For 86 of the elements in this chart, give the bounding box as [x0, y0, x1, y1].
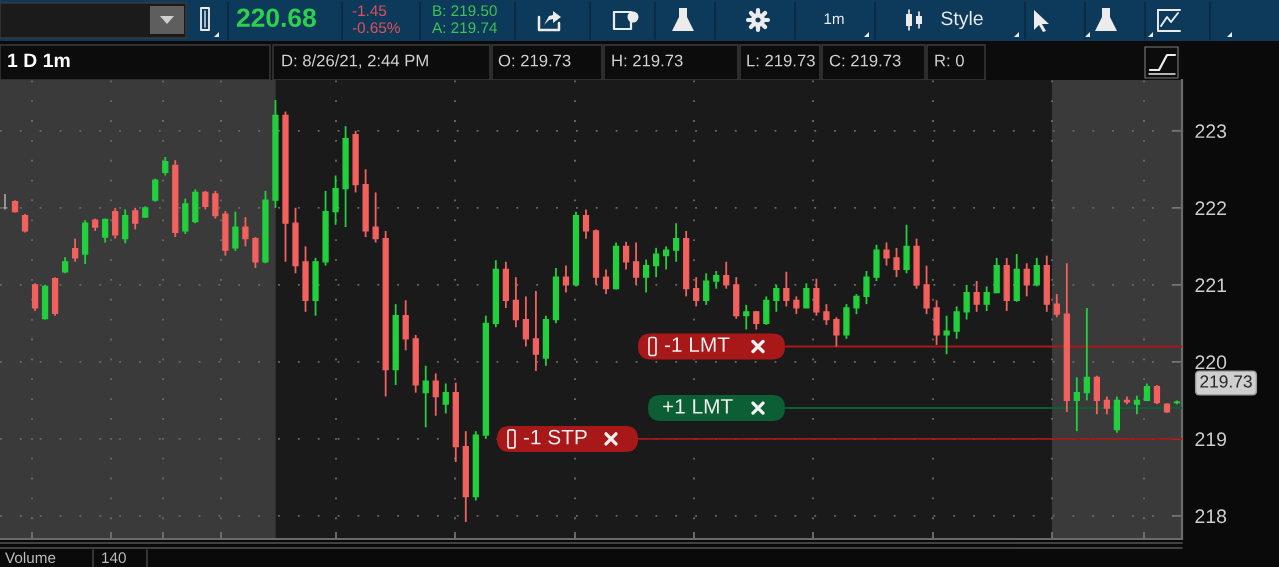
- candlestick: [632, 241, 640, 286]
- candlestick: [232, 210, 239, 252]
- candlestick: [562, 264, 570, 294]
- candlestick: [71, 237, 79, 263]
- candlestick: [773, 283, 780, 313]
- ref-line-label: -1 STP: [523, 429, 587, 445]
- candlestick: [532, 290, 540, 373]
- text: 219.73: [1200, 375, 1252, 388]
- candlestick: [422, 364, 429, 429]
- candlestick: [1093, 374, 1100, 416]
- candlestick: [442, 382, 449, 415]
- candlestick: [693, 276, 700, 308]
- text: R: 0: [935, 54, 964, 67]
- candlestick: [1053, 293, 1060, 319]
- candlestick: [582, 208, 590, 240]
- y-tick-label: 219: [1195, 432, 1227, 447]
- candlestick: [803, 282, 810, 309]
- candlestick: [703, 272, 710, 306]
- candlestick: [1153, 384, 1161, 406]
- candlestick: [402, 299, 409, 352]
- candlestick: [31, 282, 39, 312]
- candlestick: [602, 268, 610, 296]
- y-tick-label: 218: [1195, 509, 1227, 524]
- candlestick: [522, 295, 530, 348]
- text: L: 219.73: [747, 54, 815, 67]
- candlestick: [212, 189, 219, 220]
- candlestick: [723, 260, 730, 290]
- candlestick: [132, 206, 139, 231]
- candlestick: [1023, 262, 1030, 298]
- candlestick: [1083, 307, 1090, 402]
- candlestick: [112, 206, 119, 240]
- candlestick: [883, 241, 890, 267]
- y-tick-label: 220: [1195, 355, 1227, 370]
- text: H: 219.73: [612, 54, 683, 67]
- text: Style: [941, 10, 983, 30]
- candlestick: [1073, 376, 1080, 433]
- candlestick: [853, 293, 860, 316]
- text: O: 219.73: [498, 54, 571, 67]
- candlestick: [783, 270, 790, 308]
- candlestick: [963, 283, 970, 321]
- text: 1m: [824, 13, 844, 24]
- text: D: 8/26/21, 2:44 PM: [282, 54, 428, 69]
- ref-line-label: +1 LMT: [663, 399, 733, 414]
- text: Volume: [5, 551, 56, 564]
- candlestick: [833, 316, 840, 348]
- candlestick: [983, 285, 990, 312]
- candlestick: [903, 223, 910, 275]
- candlestick: [1133, 394, 1141, 416]
- candlestick: [863, 270, 870, 306]
- candlestick: [252, 236, 259, 269]
- candlestick: [622, 240, 630, 271]
- text: 220.68: [236, 8, 316, 28]
- y-tick-label: 223: [1195, 124, 1227, 139]
- ref-line-label: -1 LMT: [664, 337, 730, 352]
- candlestick: [973, 280, 980, 313]
- y-tick-label: 221: [1195, 278, 1226, 292]
- text: -0.65%: [352, 22, 400, 34]
- candlestick: [372, 191, 379, 244]
- candlestick: [673, 222, 680, 263]
- candlestick: [122, 208, 129, 245]
- candlestick: [242, 216, 249, 248]
- candlestick: [953, 305, 960, 340]
- candlestick: [743, 303, 750, 331]
- text: C: 219.73: [829, 54, 901, 67]
- candlestick: [652, 246, 660, 279]
- candlestick: [512, 276, 520, 329]
- candlestick: [642, 258, 650, 294]
- candlestick: [162, 156, 169, 177]
- candlestick: [753, 310, 760, 331]
- candlestick: [202, 189, 209, 211]
- candlestick: [662, 245, 670, 271]
- candlestick: [1033, 256, 1040, 288]
- candlestick: [893, 246, 900, 279]
- text: B: 219.50: [433, 5, 497, 17]
- text: 140: [102, 552, 126, 564]
- candlestick: [332, 174, 339, 226]
- y-tick-label: 222: [1195, 201, 1226, 215]
- candlestick: [763, 295, 770, 326]
- text: A: 219.74: [432, 22, 497, 34]
- candlestick: [943, 314, 950, 356]
- text: -1.45: [352, 5, 387, 17]
- candlestick: [432, 372, 439, 417]
- candlestick: [923, 264, 930, 316]
- chart-title: 1 D 1m: [8, 53, 70, 68]
- candlestick: [823, 303, 830, 326]
- candlestick: [813, 277, 820, 317]
